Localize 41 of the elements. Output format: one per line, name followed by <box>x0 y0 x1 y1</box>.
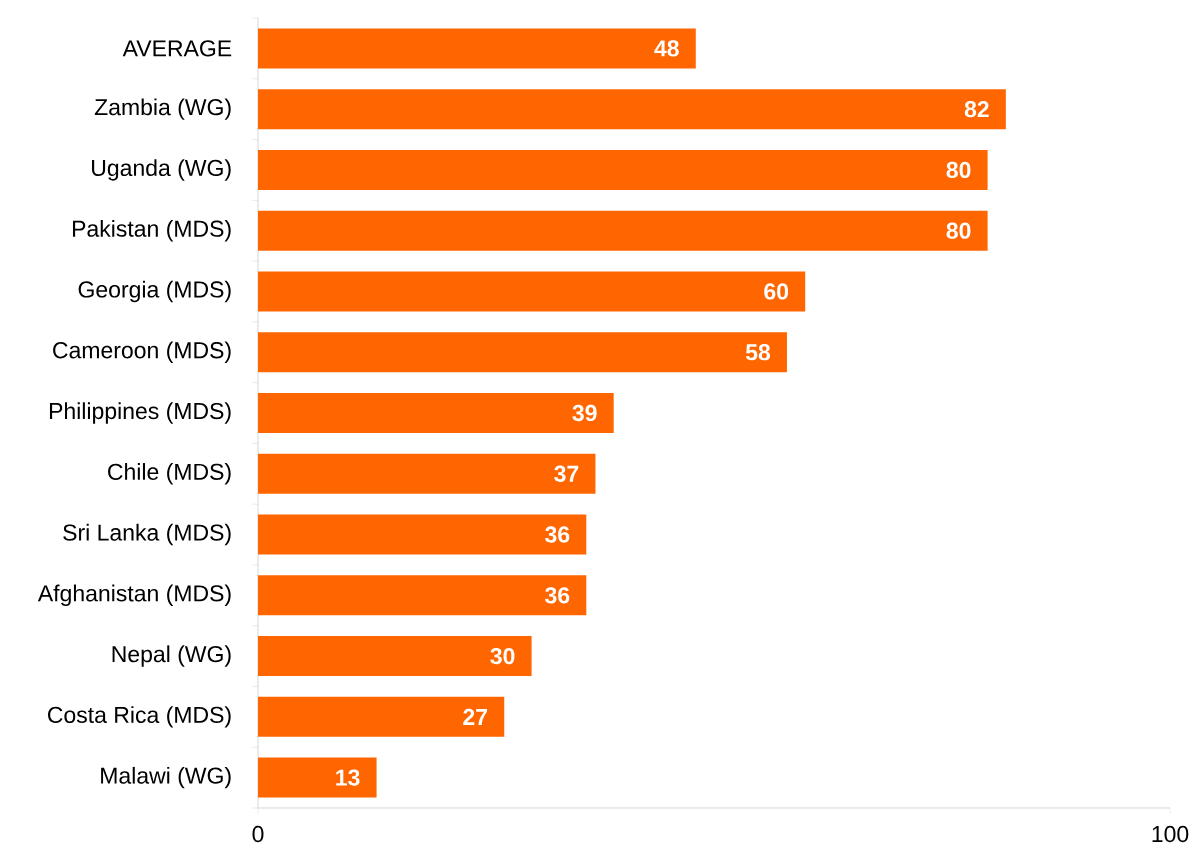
bar <box>258 636 532 677</box>
data-label: 36 <box>545 526 570 543</box>
bar <box>258 393 614 433</box>
data-label: 39 <box>572 404 597 422</box>
bar <box>258 453 596 494</box>
data-label: 37 <box>554 465 579 482</box>
x-tick-label: 100 <box>1152 825 1189 843</box>
bar <box>258 757 377 798</box>
bar <box>258 575 587 616</box>
x-tick-label: 0 <box>252 825 264 843</box>
y-tick-label: Cameroon (MDS) <box>53 341 231 363</box>
data-label: 80 <box>946 222 971 239</box>
data-label: 80 <box>946 161 971 179</box>
y-tick-label: Georgia (MDS) <box>78 280 231 303</box>
y-tick-label: Uganda (WG) <box>92 159 231 181</box>
y-tick-label: Pakistan (MDS) <box>72 219 231 242</box>
y-tick-label: Sri Lanka (MDS) <box>63 523 231 546</box>
y-tick-label: Philippines (MDS) <box>49 402 231 424</box>
bar <box>258 28 696 69</box>
y-tick-label: Chile (MDS) <box>108 463 231 485</box>
bar <box>258 271 806 312</box>
y-tick-label: Zambia (WG) <box>94 98 231 120</box>
y-tick-label: Afghanistan (MDS) <box>37 584 231 607</box>
data-label: 30 <box>490 647 515 665</box>
data-label: 82 <box>964 101 989 118</box>
data-label: 27 <box>463 708 488 725</box>
y-tick-label: AVERAGE <box>122 40 232 57</box>
bar <box>258 696 505 737</box>
data-label: 58 <box>745 344 771 361</box>
bar <box>258 89 1006 130</box>
bar <box>258 332 787 373</box>
data-label: 60 <box>764 283 789 300</box>
data-label: 36 <box>545 587 570 604</box>
y-tick-label: Nepal (WG) <box>112 645 231 667</box>
y-tick-label: Costa Rica (MDS) <box>48 706 231 728</box>
data-label: 48 <box>654 40 679 57</box>
bar <box>258 210 988 251</box>
data-label: 13 <box>336 769 360 786</box>
y-tick-label: Malawi (WG) <box>101 766 231 789</box>
bar <box>258 514 587 555</box>
bar <box>258 149 988 190</box>
